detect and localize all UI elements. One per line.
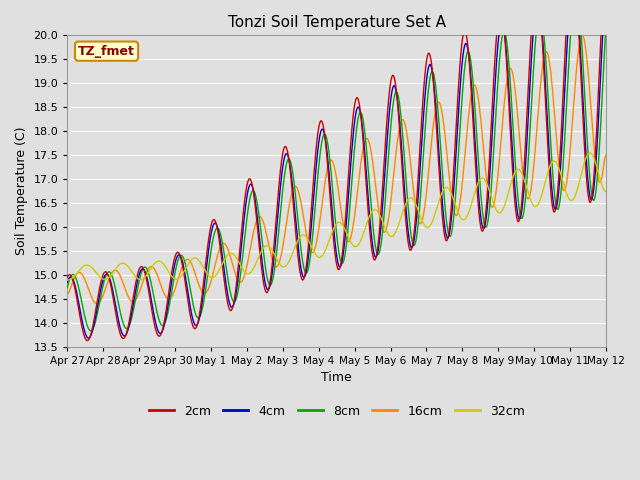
X-axis label: Time: Time <box>321 372 352 384</box>
Text: TZ_fmet: TZ_fmet <box>78 45 135 58</box>
Y-axis label: Soil Temperature (C): Soil Temperature (C) <box>15 127 28 255</box>
Title: Tonzi Soil Temperature Set A: Tonzi Soil Temperature Set A <box>228 15 445 30</box>
Legend: 2cm, 4cm, 8cm, 16cm, 32cm: 2cm, 4cm, 8cm, 16cm, 32cm <box>144 400 530 423</box>
